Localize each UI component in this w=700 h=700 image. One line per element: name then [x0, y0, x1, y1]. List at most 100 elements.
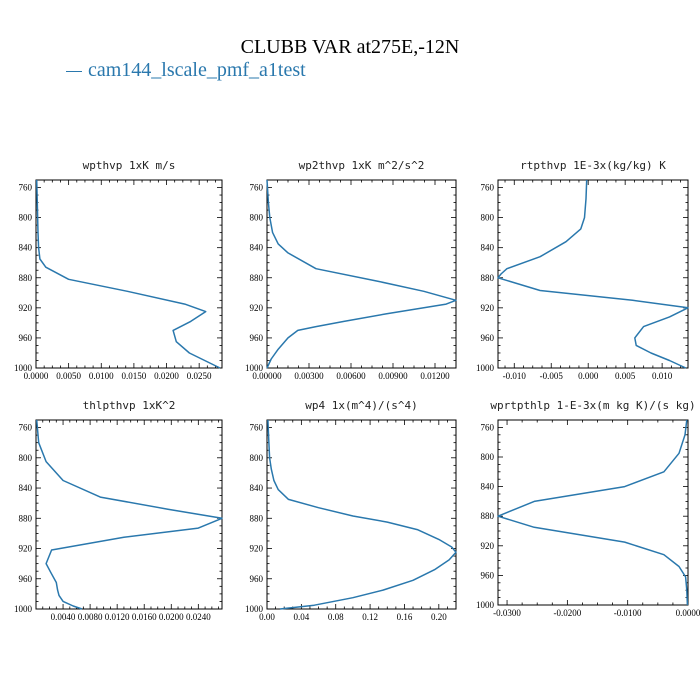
legend-label: cam144_lscale_pmf_a1test — [88, 59, 306, 81]
y-tick-label: 960 — [19, 333, 33, 343]
series-line — [267, 419, 457, 610]
x-tick-label: 0.04 — [293, 612, 309, 622]
x-tick-label: -0.0300 — [493, 608, 521, 618]
x-tick-label: 0.00600 — [336, 371, 366, 381]
x-tick-label: 0.0040 — [51, 612, 76, 622]
y-tick-label: 800 — [250, 453, 264, 463]
legend-entry: cam144_lscale_pmf_a1test — [66, 59, 306, 82]
y-tick-label: 920 — [481, 541, 495, 551]
y-tick-label: 880 — [481, 273, 495, 283]
y-tick-label: 1000 — [476, 363, 495, 373]
y-tick-label: 920 — [19, 303, 33, 313]
plot-frame — [266, 179, 457, 369]
panel-title: wpthvp 1xK m/s — [83, 159, 176, 172]
x-tick-label: 0.16 — [397, 612, 413, 622]
x-tick-label: -0.005 — [540, 371, 564, 381]
x-tick-label: 0.20 — [431, 612, 447, 622]
x-tick-label: 0.01200 — [420, 371, 450, 381]
y-tick-label: 920 — [19, 544, 33, 554]
panel-5: wp4 1x(m^4)/(s^4)76080084088092096010000… — [245, 399, 457, 622]
y-tick-label: 840 — [481, 482, 495, 492]
y-tick-label: 760 — [19, 183, 33, 193]
x-tick-label: 0.0050 — [56, 371, 81, 381]
panel-2: wp2thvp 1xK m^2/s^2 760 800 840 880 920 960 100… — [245, 159, 457, 381]
series-line — [35, 179, 221, 369]
panel-title: wprtpthlp 1-E-3x(m kg K)/(s kg) — [490, 399, 695, 412]
plot-frame — [35, 419, 223, 610]
panel-title: rtpthvp 1E-3x(kg/kg) K — [520, 159, 666, 172]
y-tick-label: 800 — [481, 452, 495, 462]
y-tick-label: 760 — [481, 183, 495, 193]
x-tick-label: 0.0200 — [154, 371, 179, 381]
panel-title: wp4 1x(m^4)/(s^4) — [305, 399, 418, 412]
y-tick-label: 960 — [481, 570, 495, 580]
y-tick-label: 1000 — [245, 604, 264, 614]
y-tick-label: 920 — [250, 303, 264, 313]
x-tick-label: 0.0250 — [187, 371, 212, 381]
series-line — [497, 179, 689, 369]
y-tick-label: 1000 — [14, 604, 33, 614]
x-tick-label: -0.010 — [503, 371, 527, 381]
y-tick-label: 1000 — [476, 600, 495, 610]
y-tick-label: 840 — [250, 483, 264, 493]
y-tick-label: 880 — [250, 273, 264, 283]
panel-3: rtpthvp 1E-3x(kg/kg) K 760 800 840 880 920 960… — [476, 159, 689, 381]
y-tick-label: 800 — [19, 213, 33, 223]
x-tick-label: 0.005 — [615, 371, 636, 381]
y-tick-label: 800 — [19, 453, 33, 463]
y-tick-label: 960 — [250, 333, 264, 343]
x-tick-label: 0.0100 — [89, 371, 114, 381]
x-tick-label: 0.000 — [578, 371, 599, 381]
y-tick-label: 1000 — [14, 363, 33, 373]
x-tick-label: -0.0100 — [614, 608, 642, 618]
x-tick-label: 0.0200 — [159, 612, 184, 622]
y-tick-label: 760 — [250, 183, 264, 193]
y-tick-label: 760 — [250, 423, 264, 433]
y-tick-label: 760 — [19, 423, 33, 433]
x-tick-label: 0.0120 — [105, 612, 130, 622]
y-tick-label: 800 — [481, 213, 495, 223]
y-tick-label: 800 — [250, 213, 264, 223]
x-tick-label: 0.00300 — [294, 371, 324, 381]
y-tick-label: 920 — [481, 303, 495, 313]
series-line — [35, 419, 223, 610]
y-tick-label: 880 — [481, 511, 495, 521]
y-tick-label: 880 — [19, 513, 33, 523]
x-tick-label: 0.00900 — [378, 371, 408, 381]
panel-title: wp2thvp 1xK m^2/s^2 — [299, 159, 425, 172]
y-tick-label: 960 — [250, 574, 264, 584]
x-tick-label: 0.0080 — [78, 612, 103, 622]
x-tick-label: 0.08 — [328, 612, 344, 622]
panel-6: wprtpthlp 1-E-3x(m kg K)/(s kg) 760 800 840… — [476, 399, 700, 618]
x-tick-label: 0.0240 — [186, 612, 211, 622]
panel-4: thlpthvp 1xK^2 760 800 840 880 920 960 1000 0.00… — [14, 399, 223, 622]
plot-frame — [266, 419, 457, 610]
plot-frame — [35, 179, 223, 369]
y-tick-label: 960 — [19, 574, 33, 584]
panel-1: wpthvp 1xK m/s76080084088092096010000.00… — [14, 159, 223, 381]
legend-line-swatch — [66, 70, 82, 72]
plot-frame — [497, 179, 689, 369]
y-tick-label: 840 — [250, 243, 264, 253]
x-tick-label: 0.0160 — [132, 612, 157, 622]
series-line — [266, 179, 457, 369]
y-tick-label: 880 — [19, 273, 33, 283]
x-tick-label: -0.0200 — [553, 608, 581, 618]
x-tick-label: 0.00 — [259, 612, 275, 622]
x-tick-label: 0.0000 — [24, 371, 49, 381]
y-tick-label: 840 — [19, 243, 33, 253]
y-tick-label: 840 — [19, 483, 33, 493]
panel-title: thlpthvp 1xK^2 — [83, 399, 176, 412]
series-line — [497, 419, 689, 606]
x-tick-label: 0.12 — [362, 612, 378, 622]
x-tick-label: 0.010 — [652, 371, 673, 381]
x-tick-label: 0.0150 — [122, 371, 147, 381]
x-tick-label: 0.00000 — [252, 371, 282, 381]
page-title: CLUBB VAR at275E,-12N — [240, 36, 460, 58]
y-tick-label: 920 — [250, 544, 264, 554]
plot-frame — [497, 419, 689, 606]
y-tick-label: 760 — [481, 422, 495, 432]
y-tick-label: 840 — [481, 243, 495, 253]
x-tick-label: 0.0000 — [676, 608, 700, 618]
